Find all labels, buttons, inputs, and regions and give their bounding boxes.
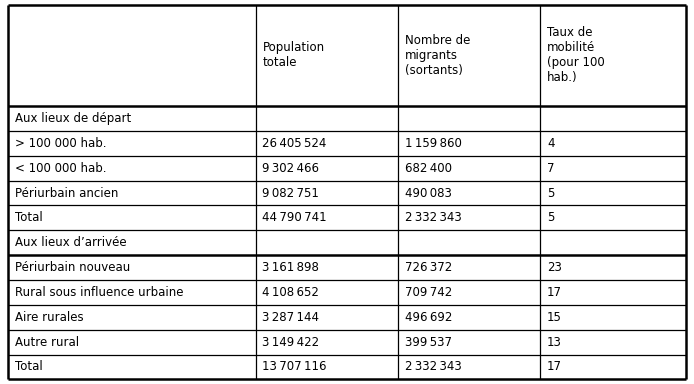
- Text: Nombre de
migrants
(sortants): Nombre de migrants (sortants): [405, 34, 470, 77]
- Text: 399 537: 399 537: [405, 336, 452, 349]
- Text: Périurbain ancien: Périurbain ancien: [15, 187, 119, 200]
- Text: 4 108 652: 4 108 652: [262, 286, 319, 299]
- Text: 26 405 524: 26 405 524: [262, 137, 327, 150]
- Text: 496 692: 496 692: [405, 311, 452, 324]
- Text: 5: 5: [547, 187, 555, 200]
- Text: Autre rural: Autre rural: [15, 336, 79, 349]
- Text: 3 287 144: 3 287 144: [262, 311, 319, 324]
- Text: 3 161 898: 3 161 898: [262, 261, 319, 274]
- Text: 13 707 116: 13 707 116: [262, 361, 327, 374]
- Text: 1 159 860: 1 159 860: [405, 137, 462, 150]
- Text: 17: 17: [547, 361, 562, 374]
- Text: 709 742: 709 742: [405, 286, 452, 299]
- Text: 13: 13: [547, 336, 562, 349]
- Text: 490 083: 490 083: [405, 187, 452, 200]
- Text: Total: Total: [15, 211, 43, 224]
- Text: 7: 7: [547, 162, 555, 175]
- Text: 44 790 741: 44 790 741: [262, 211, 327, 224]
- Text: 726 372: 726 372: [405, 261, 452, 274]
- Text: Aire rurales: Aire rurales: [15, 311, 84, 324]
- Text: 2 332 343: 2 332 343: [405, 211, 462, 224]
- Text: 9 082 751: 9 082 751: [262, 187, 319, 200]
- Text: 17: 17: [547, 286, 562, 299]
- Text: Aux lieux de départ: Aux lieux de départ: [15, 112, 132, 125]
- Text: 682 400: 682 400: [405, 162, 452, 175]
- Text: < 100 000 hab.: < 100 000 hab.: [15, 162, 107, 175]
- Text: Rural sous influence urbaine: Rural sous influence urbaine: [15, 286, 184, 299]
- Text: 5: 5: [547, 211, 555, 224]
- Text: 2 332 343: 2 332 343: [405, 361, 462, 374]
- Text: 15: 15: [547, 311, 562, 324]
- Text: Total: Total: [15, 361, 43, 374]
- Text: 4: 4: [547, 137, 555, 150]
- Text: > 100 000 hab.: > 100 000 hab.: [15, 137, 107, 150]
- Text: Aux lieux d’arrivée: Aux lieux d’arrivée: [15, 236, 127, 249]
- Text: 3 149 422: 3 149 422: [262, 336, 320, 349]
- Text: Population
totale: Population totale: [262, 41, 325, 70]
- Text: 23: 23: [547, 261, 562, 274]
- Text: 9 302 466: 9 302 466: [262, 162, 319, 175]
- Text: Taux de
mobilité
(pour 100
hab.): Taux de mobilité (pour 100 hab.): [547, 26, 604, 84]
- Text: Périurbain nouveau: Périurbain nouveau: [15, 261, 130, 274]
